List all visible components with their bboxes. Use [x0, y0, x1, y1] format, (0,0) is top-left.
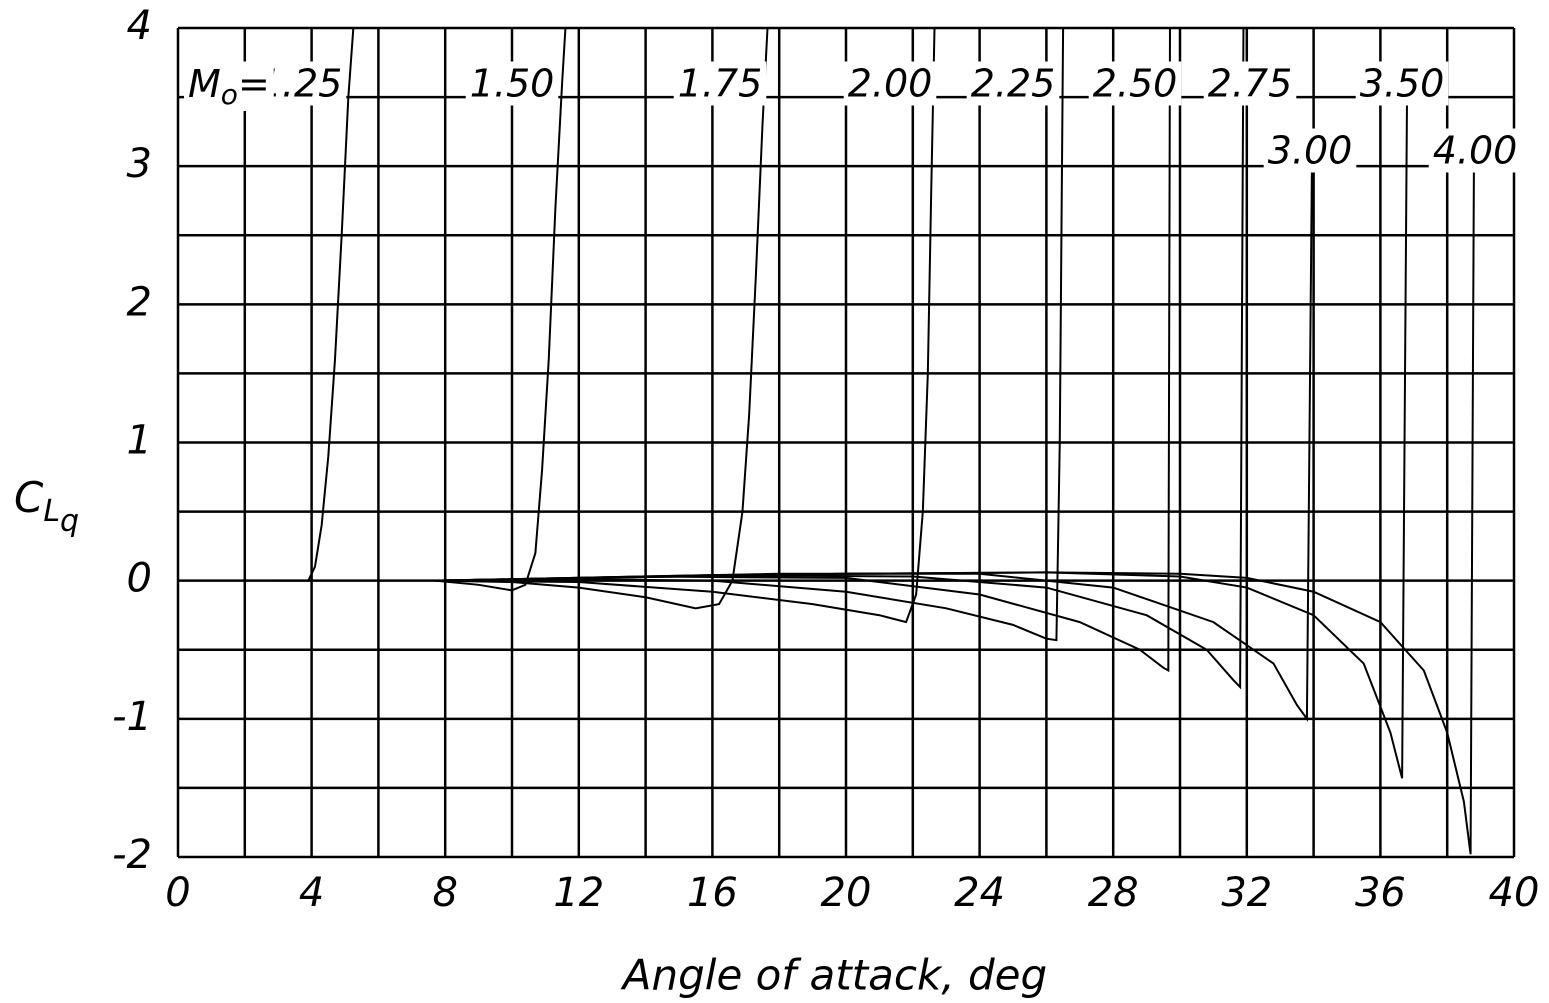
label-bg: [1263, 128, 1357, 173]
x-tick-label: 4: [299, 870, 324, 916]
series-label: 2.75: [1208, 62, 1293, 106]
y-tick-label: 0: [127, 556, 152, 602]
x-tick-label: 20: [821, 870, 872, 916]
y-tick-label: 3: [127, 141, 152, 187]
label-bg: [1088, 61, 1182, 106]
x-tick-label: 16: [687, 870, 738, 916]
series-label: 1.50: [470, 62, 555, 106]
curve: [435, 27, 769, 610]
x-tick-label: 12: [553, 870, 604, 916]
curve: [435, 27, 1065, 642]
y-label-main: C: [14, 473, 44, 522]
mach-symbol: M: [188, 62, 221, 106]
mach-prefix: Mo=: [188, 62, 270, 112]
x-tick-label: 8: [432, 870, 457, 916]
y-tick-label: -1: [112, 694, 152, 740]
curve: [278, 27, 355, 582]
x-axis-label: Angle of attack, deg: [620, 951, 1047, 1000]
curve: [435, 83, 1409, 779]
curve: [435, 166, 1475, 855]
label-bg: [1428, 128, 1522, 173]
label-bg: [184, 61, 274, 111]
x-tick-label: 32: [1221, 870, 1272, 916]
y-tick-label: 4: [127, 3, 152, 49]
series-label: 2.25: [971, 62, 1056, 106]
mach-eq: =: [238, 62, 270, 106]
x-tick-label: 0: [165, 870, 190, 916]
label-bg: [1203, 61, 1297, 106]
x-tick-label: 36: [1355, 870, 1406, 916]
y-label-sub: q: [60, 504, 79, 539]
series-label: 3.50: [1360, 62, 1445, 106]
grid: [176, 26, 1516, 859]
curve: [435, 27, 567, 592]
label-bg: [966, 61, 1060, 106]
y-tick-label: 2: [127, 279, 152, 325]
curve: [435, 27, 936, 624]
y-tick-label: 1: [127, 418, 152, 464]
label-bg: [843, 61, 937, 106]
curves: [278, 27, 1475, 855]
label-bg: [1355, 61, 1449, 106]
y-tick-label: -2: [112, 832, 152, 878]
series-label: 4.00: [1433, 129, 1518, 173]
mach-sub: o: [221, 78, 238, 111]
series-label: 1.75: [678, 62, 763, 106]
series-label: 2.00: [848, 62, 933, 106]
y-axis-label: CLq: [14, 473, 79, 539]
series-label: 3.00: [1268, 129, 1353, 173]
y-label-sub: L: [43, 494, 60, 529]
curve: [435, 27, 1245, 690]
x-tick-label: 40: [1489, 870, 1540, 916]
x-tick-label: 24: [954, 870, 1005, 916]
label-bg: [673, 61, 767, 106]
label-bg: [465, 61, 559, 106]
series-label: 2.50: [1093, 62, 1178, 106]
x-tick-label: 28: [1088, 870, 1139, 916]
